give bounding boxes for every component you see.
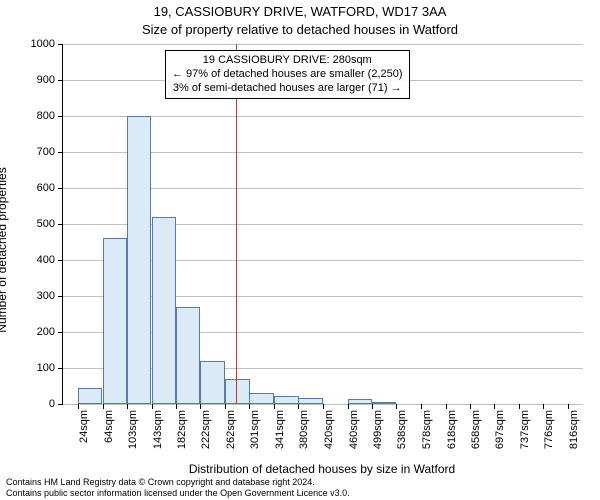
y-tick-mark — [58, 368, 63, 369]
y-tick-label: 1000 — [31, 38, 55, 50]
histogram-bar — [348, 399, 373, 404]
x-tick-label: 103sqm — [127, 410, 139, 449]
x-tick-mark — [225, 404, 226, 409]
x-tick-mark — [103, 404, 104, 409]
y-tick-mark — [58, 404, 63, 405]
footer-attribution: Contains HM Land Registry data © Crown c… — [6, 477, 350, 498]
y-tick-label: 300 — [37, 290, 55, 302]
y-tick-label: 200 — [37, 326, 55, 338]
footer-line: Contains public sector information licen… — [6, 488, 350, 498]
x-tick-mark — [543, 404, 544, 409]
y-tick-mark — [58, 332, 63, 333]
x-tick-mark — [568, 404, 569, 409]
x-tick-mark — [274, 404, 275, 409]
x-tick-mark — [372, 404, 373, 409]
x-tick-label: 64sqm — [103, 410, 115, 443]
x-tick-mark — [519, 404, 520, 409]
x-tick-label: 262sqm — [225, 410, 237, 449]
histogram-bar — [152, 217, 177, 404]
annotation-line: 19 CASSIOBURY DRIVE: 280sqm — [172, 54, 403, 68]
y-tick-mark — [58, 224, 63, 225]
histogram-bar — [78, 388, 103, 404]
x-tick-label: 658sqm — [470, 410, 482, 449]
footer-line: Contains HM Land Registry data © Crown c… — [6, 477, 350, 487]
chart-title: 19, CASSIOBURY DRIVE, WATFORD, WD17 3AA — [0, 4, 600, 19]
x-tick-label: 697sqm — [494, 410, 506, 449]
x-tick-label: 737sqm — [519, 410, 531, 449]
annotation-line: ← 97% of detached houses are smaller (2,… — [172, 68, 403, 82]
histogram-bar — [225, 379, 250, 404]
x-tick-mark — [249, 404, 250, 409]
y-tick-mark — [58, 296, 63, 297]
chart-subtitle: Size of property relative to detached ho… — [0, 22, 600, 37]
grid-line — [63, 44, 583, 45]
histogram-bar — [176, 307, 201, 404]
y-tick-mark — [58, 116, 63, 117]
histogram-bar — [274, 396, 299, 404]
x-tick-mark — [78, 404, 79, 409]
y-tick-mark — [58, 44, 63, 45]
chart-container: 19, CASSIOBURY DRIVE, WATFORD, WD17 3AA … — [0, 0, 600, 500]
annotation-line: 3% of semi-detached houses are larger (7… — [172, 82, 403, 96]
y-tick-label: 800 — [37, 110, 55, 122]
x-tick-label: 460sqm — [348, 410, 360, 449]
histogram-bar — [249, 393, 274, 404]
x-tick-label: 301sqm — [249, 410, 261, 449]
y-tick-label: 400 — [37, 254, 55, 266]
x-tick-label: 24sqm — [78, 410, 90, 443]
histogram-bar — [127, 116, 152, 404]
x-tick-mark — [127, 404, 128, 409]
y-tick-label: 0 — [49, 398, 55, 410]
y-tick-label: 500 — [37, 218, 55, 230]
y-tick-label: 900 — [37, 74, 55, 86]
y-tick-mark — [58, 260, 63, 261]
x-tick-label: 618sqm — [446, 410, 458, 449]
x-tick-label: 538sqm — [396, 410, 408, 449]
x-tick-mark — [421, 404, 422, 409]
x-tick-mark — [470, 404, 471, 409]
y-tick-mark — [58, 80, 63, 81]
histogram-bar — [103, 238, 128, 404]
x-tick-label: 222sqm — [200, 410, 212, 449]
plot-area: 0100200300400500600700800900100024sqm64s… — [62, 44, 583, 405]
x-axis-label: Distribution of detached houses by size … — [62, 462, 582, 476]
x-tick-label: 143sqm — [152, 410, 164, 449]
x-tick-label: 578sqm — [421, 410, 433, 449]
histogram-bar — [372, 402, 397, 404]
x-tick-mark — [494, 404, 495, 409]
x-tick-label: 380sqm — [298, 410, 310, 449]
x-tick-mark — [176, 404, 177, 409]
x-tick-mark — [396, 404, 397, 409]
x-tick-label: 182sqm — [176, 410, 188, 449]
y-tick-label: 700 — [37, 146, 55, 158]
x-tick-mark — [446, 404, 447, 409]
y-tick-label: 600 — [37, 182, 55, 194]
x-tick-mark — [200, 404, 201, 409]
annotation-box: 19 CASSIOBURY DRIVE: 280sqm ← 97% of det… — [165, 50, 410, 99]
x-tick-mark — [298, 404, 299, 409]
x-tick-label: 420sqm — [323, 410, 335, 449]
y-tick-mark — [58, 152, 63, 153]
x-tick-mark — [152, 404, 153, 409]
x-tick-mark — [348, 404, 349, 409]
x-tick-label: 499sqm — [372, 410, 384, 449]
x-tick-mark — [323, 404, 324, 409]
histogram-bar — [298, 398, 323, 404]
y-tick-label: 100 — [37, 362, 55, 374]
x-tick-label: 341sqm — [274, 410, 286, 449]
x-tick-label: 776sqm — [543, 410, 555, 449]
x-tick-label: 816sqm — [568, 410, 580, 449]
y-tick-mark — [58, 188, 63, 189]
histogram-bar — [200, 361, 225, 404]
